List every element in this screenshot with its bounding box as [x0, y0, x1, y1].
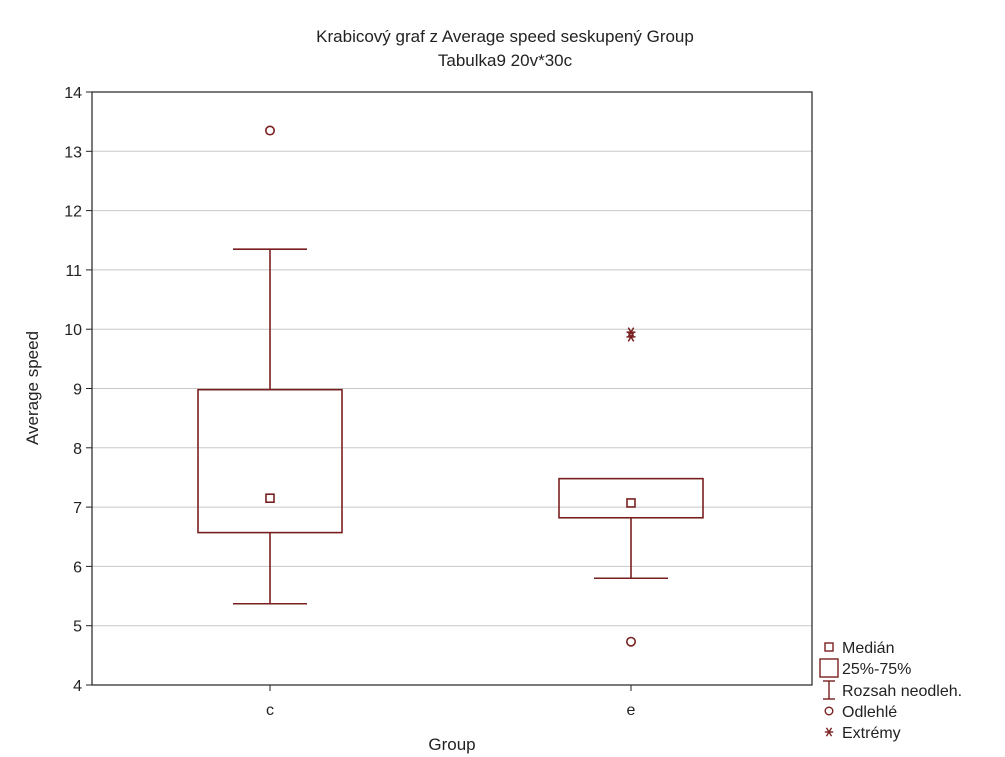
legend: Medián 25%-75% Rozsah neodleh. Odlehlé Extré… — [819, 640, 962, 742]
legend-item-extreme: Extrémy — [824, 725, 901, 742]
legend-label: 25%-75% — [842, 661, 911, 678]
grid-lines — [92, 150, 812, 627]
boxes — [197, 125, 704, 647]
y-tick-label: 8 — [73, 441, 82, 458]
y-tick-label: 9 — [73, 382, 82, 399]
outlier-point — [625, 636, 636, 647]
box-group-c — [197, 125, 343, 605]
y-tick-label: 4 — [73, 678, 82, 695]
legend-label: Extrémy — [842, 725, 901, 742]
y-tick-label: 13 — [64, 144, 82, 161]
chart-subtitle: Tabulka9 20v*30c — [438, 51, 573, 70]
legend-label: Odlehlé — [842, 704, 897, 721]
plot-frame — [91, 91, 813, 686]
y-axis-label: Average speed — [23, 331, 42, 445]
chart-title: Krabicový graf z Average speed seskupený… — [316, 27, 694, 46]
legend-item-box: 25%-75% — [819, 658, 911, 678]
legend-outlier-symbol — [824, 706, 834, 716]
iqr-box — [197, 388, 343, 534]
median-marker — [265, 493, 275, 504]
outlier-point — [264, 125, 275, 136]
y-axis-ticks: 4 5 6 7 8 9 10 11 12 13 14 — [64, 85, 92, 695]
legend-item-whisker: Rozsah neodleh. — [823, 680, 962, 700]
legend-whisker-symbol — [823, 680, 835, 700]
x-tick-label: c — [266, 702, 274, 719]
box-group-e — [558, 327, 704, 647]
extreme-point — [626, 332, 636, 342]
y-tick-label: 7 — [73, 500, 82, 517]
x-tick-label: e — [627, 702, 636, 719]
legend-item-median: Medián — [824, 640, 894, 657]
legend-label: Medián — [842, 640, 894, 657]
y-tick-label: 11 — [65, 263, 82, 280]
y-tick-label: 10 — [64, 322, 82, 339]
median-marker — [626, 498, 636, 508]
x-axis-label: Group — [428, 735, 475, 754]
y-tick-label: 5 — [73, 619, 82, 636]
y-tick-label: 14 — [64, 85, 82, 102]
legend-item-outlier: Odlehlé — [824, 704, 897, 721]
legend-label: Rozsah neodleh. — [842, 683, 962, 700]
y-tick-label: 12 — [64, 204, 82, 221]
y-tick-label: 6 — [73, 559, 82, 576]
legend-extreme-symbol — [824, 727, 834, 737]
iqr-box — [558, 477, 704, 519]
legend-box-symbol — [819, 658, 839, 678]
legend-median-symbol — [824, 642, 834, 652]
